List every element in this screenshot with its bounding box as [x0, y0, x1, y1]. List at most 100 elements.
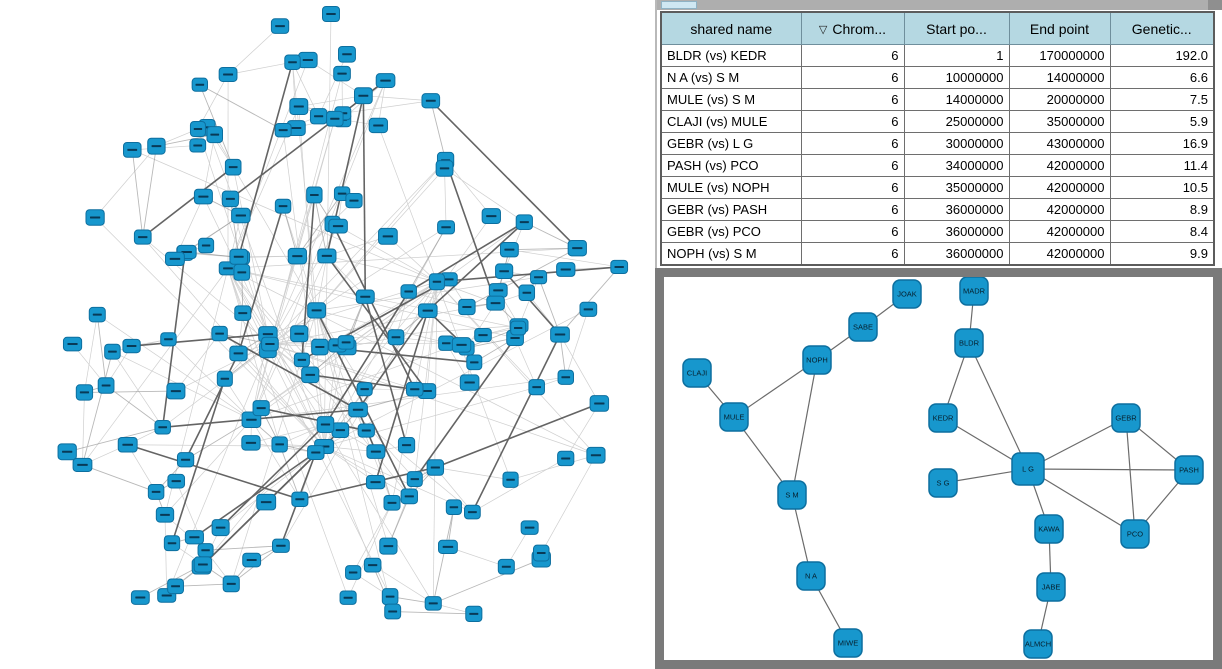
- subnetwork-node-SABE[interactable]: SABE: [848, 312, 878, 342]
- overview-node[interactable]: [363, 557, 382, 573]
- table-row[interactable]: CLAJI (vs) MULE 6 25000000 35000000 5.9: [660, 110, 1215, 133]
- overview-node[interactable]: [147, 483, 165, 500]
- overview-node[interactable]: [400, 284, 417, 299]
- overview-node[interactable]: [424, 596, 442, 611]
- table-row[interactable]: GEBR (vs) L G 6 30000000 43000000 16.9: [660, 132, 1215, 155]
- overview-node[interactable]: [353, 87, 373, 105]
- overview-node[interactable]: [189, 120, 206, 138]
- overview-node[interactable]: [375, 73, 396, 88]
- overview-node[interactable]: [184, 530, 204, 545]
- overview-node[interactable]: [197, 543, 214, 558]
- overview-node[interactable]: [88, 306, 106, 323]
- overview-node[interactable]: [556, 262, 576, 277]
- overview-node[interactable]: [198, 237, 215, 254]
- cell-value[interactable]: 42000000: [1008, 176, 1111, 199]
- table-row[interactable]: GEBR (vs) PCO 6 36000000 42000000 8.4: [660, 220, 1215, 243]
- cell-value[interactable]: 192.0: [1109, 44, 1215, 67]
- overview-node[interactable]: [62, 336, 83, 352]
- overview-node[interactable]: [421, 93, 441, 109]
- overview-node[interactable]: [286, 120, 306, 136]
- overview-node[interactable]: [406, 381, 424, 397]
- cell-value[interactable]: 8.9: [1109, 198, 1215, 221]
- overview-node[interactable]: [211, 519, 230, 537]
- overview-node[interactable]: [499, 241, 519, 258]
- cell-value[interactable]: 34000000: [903, 154, 1010, 177]
- overview-node[interactable]: [486, 295, 505, 311]
- overview-node[interactable]: [221, 190, 239, 208]
- overview-node[interactable]: [104, 343, 121, 360]
- cell-value[interactable]: 6: [800, 110, 905, 133]
- overview-node[interactable]: [75, 384, 94, 401]
- overview-node[interactable]: [166, 382, 186, 400]
- cell-shared-name[interactable]: N A (vs) S M: [660, 66, 802, 89]
- cell-value[interactable]: 11.4: [1109, 154, 1215, 177]
- overview-node[interactable]: [379, 537, 398, 555]
- cell-value[interactable]: 14000000: [1008, 66, 1111, 89]
- overview-node[interactable]: [345, 193, 363, 209]
- subnetwork-edge-LG-PCO[interactable]: [1027, 468, 1136, 535]
- overview-node[interactable]: [222, 575, 240, 593]
- overview-node[interactable]: [301, 366, 320, 384]
- overview-node[interactable]: [72, 457, 93, 472]
- filter-funnel-icon[interactable]: ▽: [818, 23, 828, 36]
- overview-node[interactable]: [331, 422, 350, 439]
- overview-node[interactable]: [451, 337, 472, 353]
- overview-node[interactable]: [229, 345, 248, 362]
- overview-node[interactable]: [85, 209, 105, 226]
- overview-node[interactable]: [233, 263, 251, 281]
- cell-value[interactable]: 42000000: [1008, 198, 1111, 221]
- column-header-start-position[interactable]: Start po...: [903, 11, 1010, 45]
- column-header-shared-name[interactable]: shared name: [660, 11, 802, 45]
- cell-shared-name[interactable]: MULE (vs) NOPH: [660, 176, 802, 199]
- overview-node[interactable]: [298, 51, 318, 69]
- overview-node[interactable]: [502, 471, 519, 488]
- cell-shared-name[interactable]: BLDR (vs) KEDR: [660, 44, 802, 67]
- overview-node[interactable]: [211, 325, 228, 342]
- cell-shared-name[interactable]: GEBR (vs) L G: [660, 132, 802, 155]
- cell-value[interactable]: 36000000: [903, 198, 1010, 221]
- cell-value[interactable]: 6: [800, 44, 905, 67]
- overview-node[interactable]: [345, 565, 362, 580]
- overview-node[interactable]: [241, 435, 261, 451]
- subnetwork-node-MADR[interactable]: MADR: [959, 276, 989, 306]
- cell-value[interactable]: 6: [800, 220, 905, 243]
- cell-shared-name[interactable]: MULE (vs) S M: [660, 88, 802, 111]
- subnetwork-node-SM[interactable]: S M: [777, 480, 807, 510]
- cell-value[interactable]: 6.6: [1109, 66, 1215, 89]
- overview-node[interactable]: [368, 117, 388, 134]
- table-row[interactable]: N A (vs) S M 6 10000000 14000000 6.6: [660, 66, 1215, 89]
- overview-node[interactable]: [426, 459, 445, 476]
- overview-node[interactable]: [355, 289, 375, 304]
- overview-node[interactable]: [464, 504, 481, 520]
- overview-node[interactable]: [520, 520, 539, 535]
- overview-node[interactable]: [309, 108, 328, 125]
- overview-node[interactable]: [495, 263, 514, 279]
- subnetwork-node-KAWA[interactable]: KAWA: [1034, 514, 1064, 544]
- cell-shared-name[interactable]: NOPH (vs) S M: [660, 242, 802, 266]
- overview-node[interactable]: [122, 338, 141, 354]
- overview-node[interactable]: [154, 420, 171, 435]
- cell-value[interactable]: 6: [800, 242, 905, 266]
- overview-node[interactable]: [437, 220, 456, 235]
- overview-node[interactable]: [287, 247, 307, 265]
- cell-value[interactable]: 25000000: [903, 110, 1010, 133]
- cell-value[interactable]: 6: [800, 154, 905, 177]
- cell-value[interactable]: 6: [800, 176, 905, 199]
- overview-node[interactable]: [397, 437, 416, 454]
- cell-value[interactable]: 36000000: [903, 220, 1010, 243]
- column-header-chromosome[interactable]: ▽ Chrom...: [800, 11, 905, 45]
- cell-value[interactable]: 43000000: [1008, 132, 1111, 155]
- cell-value[interactable]: 170000000: [1008, 44, 1111, 67]
- overview-node[interactable]: [474, 327, 492, 343]
- cell-value[interactable]: 7.5: [1109, 88, 1215, 111]
- overview-node[interactable]: [510, 320, 527, 336]
- overview-node[interactable]: [163, 535, 181, 552]
- overview-node[interactable]: [229, 248, 249, 265]
- overview-node[interactable]: [387, 329, 405, 346]
- subnetwork-node-GEBR[interactable]: GEBR: [1111, 403, 1141, 433]
- overview-node[interactable]: [293, 352, 310, 368]
- overview-node[interactable]: [274, 198, 292, 214]
- table-row[interactable]: NOPH (vs) S M 6 36000000 42000000 9.9: [660, 242, 1215, 266]
- overview-node[interactable]: [366, 444, 386, 459]
- overview-node[interactable]: [557, 369, 575, 385]
